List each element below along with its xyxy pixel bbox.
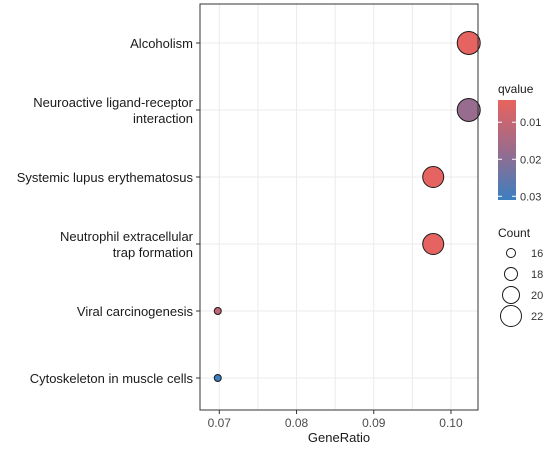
qvalue-colorbar (498, 100, 516, 200)
x-tick-label: 0.09 (362, 416, 386, 430)
size-legend-circle (502, 286, 520, 304)
legend-panel: 0.01 0.02 0.03 16 18 20 22 (498, 100, 543, 327)
data-point (213, 374, 222, 382)
data-point (422, 233, 445, 255)
plot-panel: Alcoholism Neuroactive ligand-receptorint… (17, 3, 481, 430)
size-legend-label: 18 (531, 269, 543, 281)
category-label: Neuroactive ligand-receptor (33, 95, 193, 110)
plot-background (200, 4, 478, 410)
category-label: Alcoholism (130, 36, 193, 51)
count-legend-title: Count (498, 226, 531, 240)
x-axis-title: GeneRatio (308, 430, 370, 445)
colorbar-tick-label: 0.03 (520, 191, 541, 203)
category-label: interaction (133, 111, 193, 126)
size-legend-label: 20 (531, 290, 543, 302)
data-point (213, 307, 222, 315)
plot-border (199, 3, 479, 411)
category-label: trap formation (113, 245, 193, 260)
category-label: Cytoskeleton in muscle cells (30, 371, 194, 386)
size-legend-circle (500, 305, 522, 327)
size-legend-circle (506, 248, 516, 258)
category-label: Viral carcinogenesis (77, 304, 194, 319)
qvalue-legend-title: qvalue (498, 82, 534, 96)
colorbar-tick-label: 0.01 (520, 117, 541, 129)
colorbar-tick-label: 0.02 (520, 154, 541, 166)
size-legend-label: 16 (531, 248, 543, 260)
size-legend-label: 22 (531, 311, 543, 323)
x-tick-label: 0.08 (285, 416, 309, 430)
data-point (456, 98, 481, 122)
x-tick-label: 0.10 (439, 416, 463, 430)
category-label: Neutrophil extracellular (60, 229, 194, 244)
category-label: Systemic lupus erythematosus (17, 170, 194, 185)
size-legend-circle (504, 267, 518, 281)
x-tick-label: 0.07 (208, 416, 232, 430)
data-point (456, 31, 481, 55)
data-point (422, 166, 445, 188)
